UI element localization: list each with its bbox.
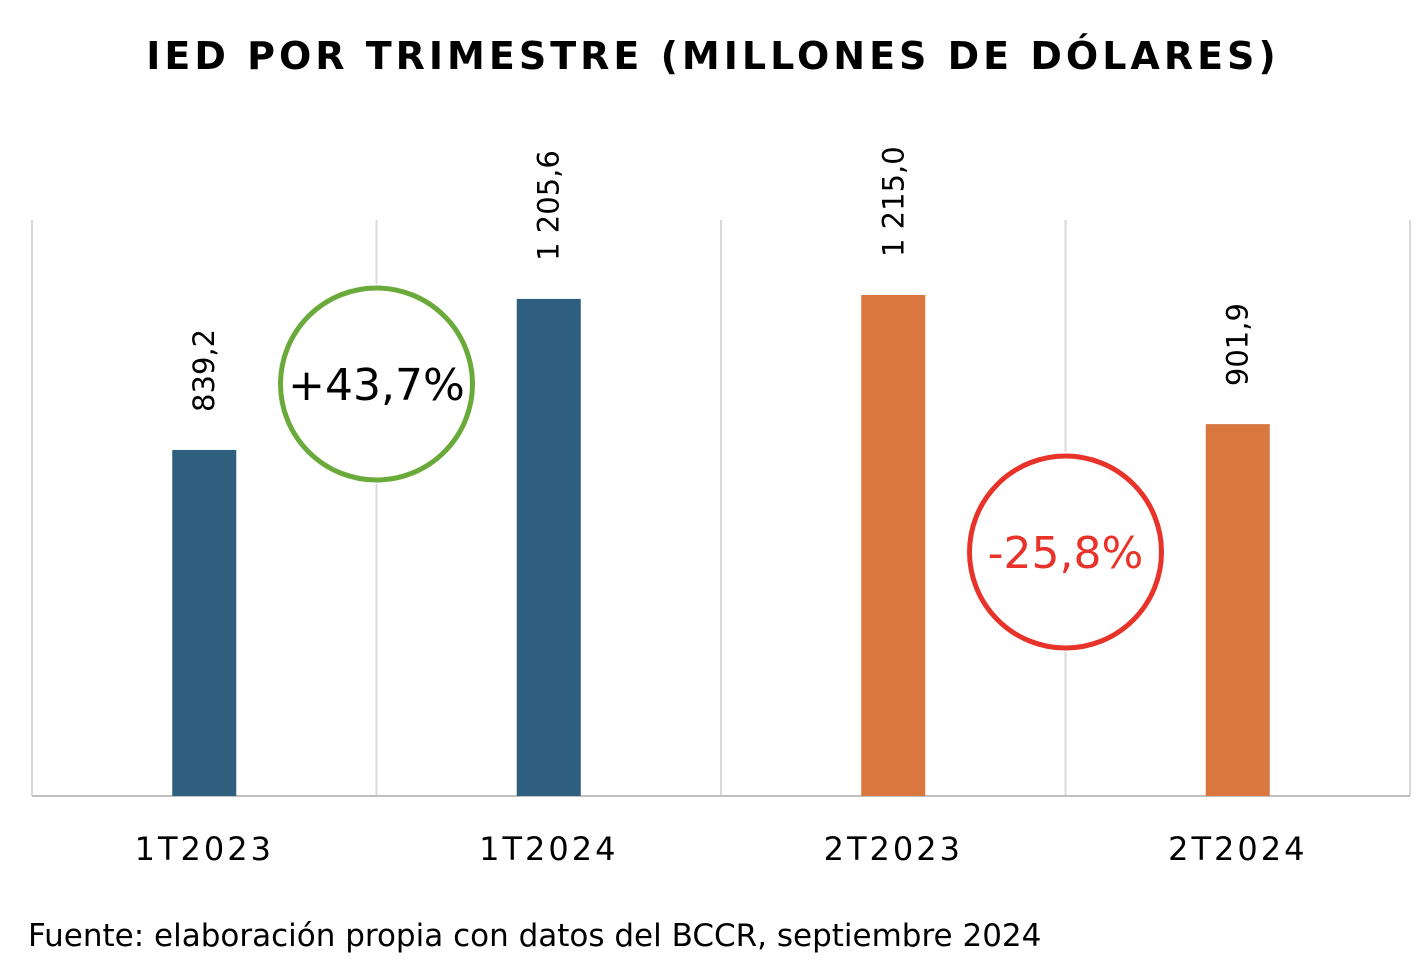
grid-layer	[31, 220, 1411, 797]
tick-label-1T2024: 1T2024	[479, 830, 618, 868]
annotation-circle-1	[967, 453, 1164, 651]
tick-label-2T2023: 2T2023	[824, 830, 963, 868]
data-label-1T2024: 1 205,6	[532, 150, 566, 261]
source-note: Fuente: elaboración propia con datos del…	[28, 918, 1042, 954]
annotation-halo-1	[965, 452, 1166, 652]
annotation-text-1: -25,8%	[988, 528, 1144, 579]
tick-label-1T2023: 1T2023	[135, 830, 274, 868]
bar-1T2024	[516, 298, 581, 796]
annotation-circle-0	[278, 285, 475, 483]
data-label-1T2023: 839,2	[187, 329, 221, 412]
labels-layer: 839,2 1T2023 1 205,6 1T2024 1 215,0 2T2023 901…	[135, 146, 1307, 868]
annotation-text-0: +43,7%	[288, 360, 465, 411]
annotations-layer: +43,7% -25,8%	[276, 284, 1166, 652]
chart-title: IED POR TRIMESTRE (MILLONES DE DÓLARES)	[146, 34, 1280, 78]
annotation-halo-0	[276, 284, 477, 484]
bar-1T2023	[172, 449, 237, 796]
bar-2T2024	[1205, 424, 1270, 796]
bars-layer	[172, 295, 1270, 796]
data-label-2T2023: 1 215,0	[876, 146, 910, 257]
bar-2T2023	[861, 295, 926, 796]
data-label-2T2024: 901,9	[1221, 303, 1255, 386]
tick-label-2T2024: 2T2024	[1168, 830, 1307, 868]
